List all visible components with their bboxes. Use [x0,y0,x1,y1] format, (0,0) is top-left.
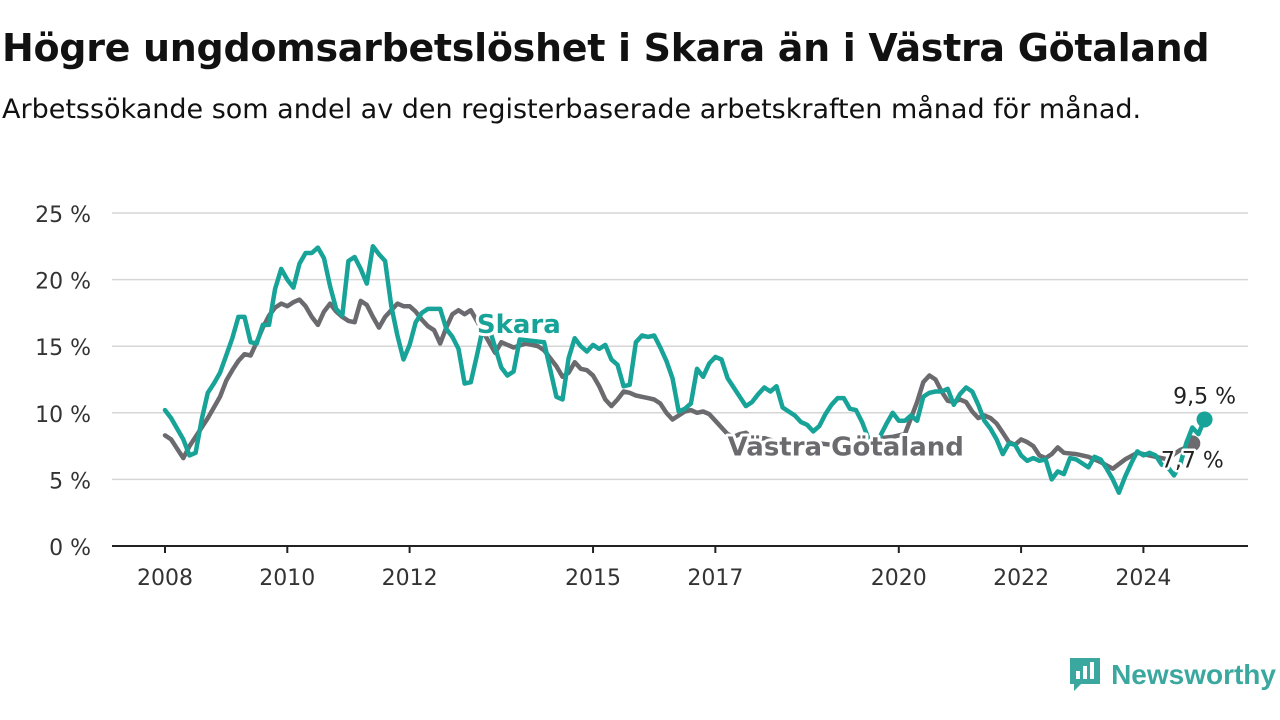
chart-subtitle: Arbetssökande som andel av den registerb… [2,94,1142,125]
x-tick-label: 2024 [1115,566,1171,591]
y-tick-label: 15 % [35,336,91,361]
brand-name: Newsworthy [1111,659,1276,690]
end-value-label-0: 7,7 % [1161,448,1224,473]
x-tick-label: 2015 [565,566,621,591]
x-tick-label: 2010 [259,566,315,591]
x-tick-label: 2012 [382,566,438,591]
y-tick-label: 25 % [35,203,91,228]
series-label-1: Skara [477,310,561,340]
series-labels: Västra Götaland 7,7 % Skara 9,5 % [474,307,1239,476]
x-tick-label: 2022 [993,566,1049,591]
newsworthy-logo-icon [1070,658,1101,691]
y-tick-label: 10 % [35,403,91,428]
series-line-0 [162,297,1195,471]
end-value-label-1: 9,5 % [1173,384,1236,409]
y-tick-label: 5 % [49,469,91,494]
y-tick-label: 0 % [49,536,91,561]
chart-title: Högre ungdomsarbetslöshet i Skara än i V… [2,26,1210,70]
x-tick-label: 2020 [871,566,927,591]
brand-logo: Newsworthy [1067,656,1276,694]
gridlines [112,212,1248,481]
series-lines [162,244,1213,495]
series-line-1 [162,244,1207,495]
y-tick-label: 20 % [35,270,91,295]
series-label-0: Västra Götaland [728,432,964,462]
x-tick-label: 2017 [687,566,743,591]
x-axis: 2008 2010 2012 2015 2017 2020 2022 2024 [112,545,1248,591]
x-tick-label: 2008 [137,566,193,591]
y-axis-labels: 0 % 5 % 10 % 15 % 20 % 25 % [35,203,91,561]
series-end-point-1 [1196,411,1213,428]
